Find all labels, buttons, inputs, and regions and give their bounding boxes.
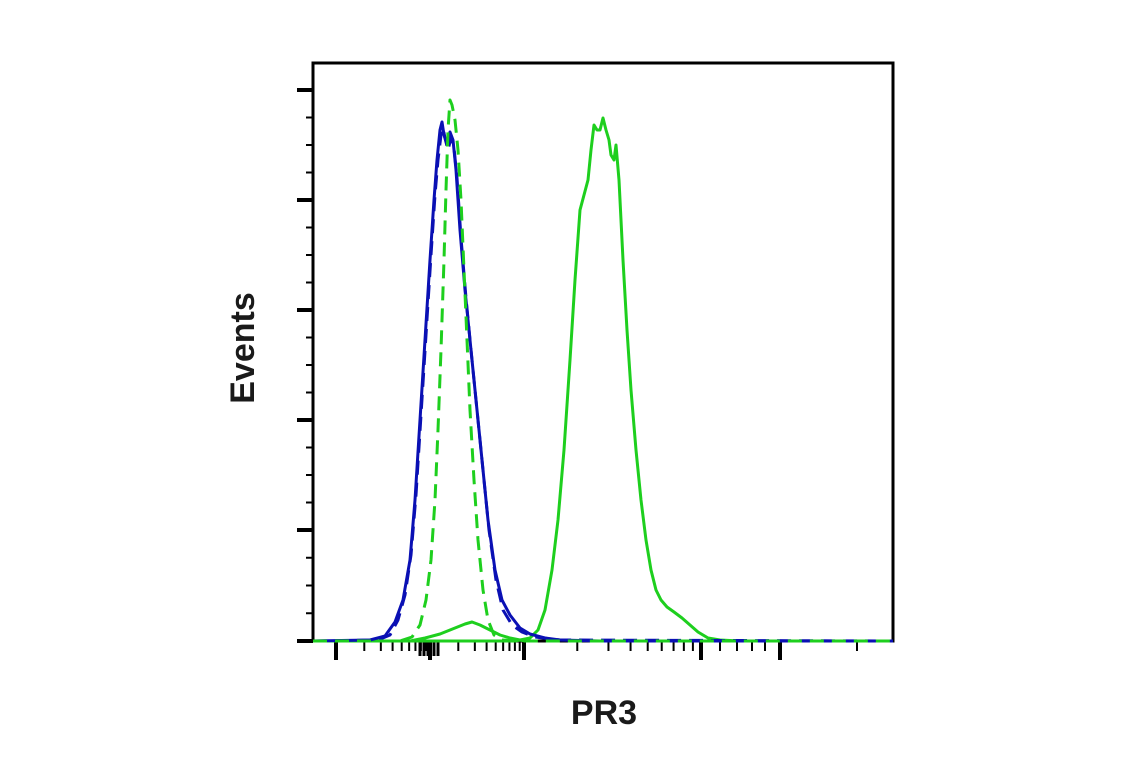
y-axis-ticks — [297, 88, 313, 643]
plot-frame — [311, 61, 895, 643]
x-axis-label: PR3 — [571, 694, 637, 732]
histogram-series — [312, 98, 894, 643]
isotype-control-solid-curve — [312, 120, 893, 643]
pr3-stained-shoulder-curve — [313, 620, 526, 643]
x-axis-ticks — [334, 641, 858, 660]
isotype-control-dashed-curve — [312, 126, 894, 643]
pr3-stained-curve — [313, 116, 893, 643]
untreated-dashed-curve — [313, 98, 893, 643]
y-axis-label: Events — [224, 292, 262, 404]
